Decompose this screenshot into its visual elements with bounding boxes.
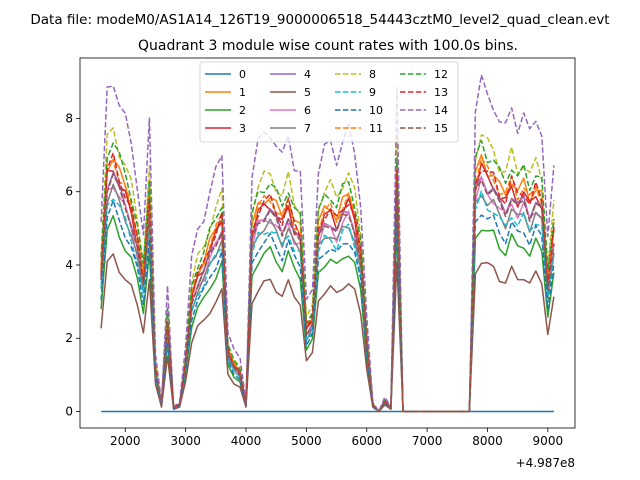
legend-label-11: 11 <box>369 122 383 135</box>
series-line-5 <box>100 253 555 413</box>
y-tick-label-2: 2 <box>65 331 73 345</box>
legend-label-8: 8 <box>369 68 376 81</box>
x-tick-label-2000: 2000 <box>110 434 141 448</box>
legend-label-1: 1 <box>239 86 246 99</box>
legend-label-2: 2 <box>239 104 246 117</box>
y-tick-label-8: 8 <box>65 111 73 125</box>
chart-title: Quadrant 3 module wise count rates with … <box>138 38 518 54</box>
legend-label-10: 10 <box>369 104 383 117</box>
legend-label-12: 12 <box>434 68 448 81</box>
x-tick-label-6000: 6000 <box>351 434 382 448</box>
y-tick-label-0: 0 <box>65 405 73 419</box>
series-line-13 <box>100 152 555 413</box>
x-axis-ticks: 2000 3000 4000 5000 6000 7000 8000 9000 <box>110 428 563 448</box>
series-line-10 <box>100 199 555 413</box>
axes-frame <box>79 57 576 429</box>
legend-label-4: 4 <box>304 68 311 81</box>
x-tick-label-8000: 8000 <box>472 434 503 448</box>
legend-label-9: 9 <box>369 86 376 99</box>
legend-frame <box>199 61 459 143</box>
x-tick-label-4000: 4000 <box>231 434 262 448</box>
legend-label-13: 13 <box>434 86 448 99</box>
legend-label-3: 3 <box>239 122 246 135</box>
legend-label-6: 6 <box>304 104 311 117</box>
x-tick-label-5000: 5000 <box>291 434 322 448</box>
x-tick-label-7000: 7000 <box>412 434 443 448</box>
x-offset-label: +4.987e8 <box>516 456 575 470</box>
y-tick-label-6: 6 <box>65 185 73 199</box>
series-lines <box>100 74 555 413</box>
x-tick-label-3000: 3000 <box>170 434 201 448</box>
legend-label-7: 7 <box>304 122 311 135</box>
y-axis-ticks: 0 2 4 6 8 <box>65 111 80 419</box>
x-tick-label-9000: 9000 <box>533 434 564 448</box>
legend-label-15: 15 <box>434 122 448 135</box>
legend-label-5: 5 <box>304 86 311 99</box>
plot-area: 2000 3000 4000 5000 6000 7000 8000 9000 0 2 4 6 8 +… <box>65 57 576 470</box>
series-line-15 <box>100 173 555 413</box>
suptitle: Data file: modeM0/AS1A14_126T19_90000065… <box>30 12 609 28</box>
legend-label-0: 0 <box>239 68 246 81</box>
y-tick-label-4: 4 <box>65 258 73 272</box>
legend-label-14: 14 <box>434 104 448 117</box>
